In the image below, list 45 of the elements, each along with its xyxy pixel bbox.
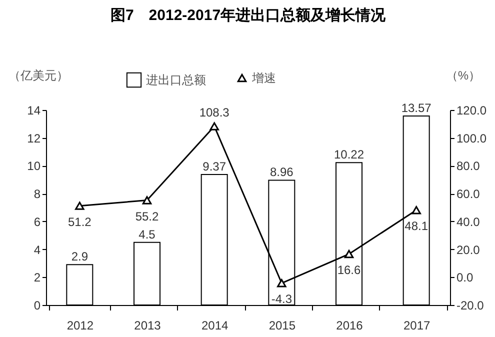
x-tick-label: 2016	[336, 318, 364, 332]
data-label: 4.5	[138, 227, 156, 242]
data-label: -4.3	[271, 292, 292, 306]
y2-tick-label: 120.0	[456, 104, 487, 118]
y-tick-label: 6	[34, 214, 41, 229]
point	[344, 250, 354, 258]
x-tick-label: 2013	[134, 318, 162, 332]
point	[412, 206, 421, 214]
point	[142, 196, 152, 204]
x-tick-label: 2012	[66, 318, 94, 332]
data-label: 9.37	[202, 159, 226, 174]
y2-tick-label: 40.0	[456, 214, 480, 229]
y2-tick-label: 60.0	[456, 187, 480, 202]
y2-axis-title: （%）	[446, 68, 480, 82]
y2-tick-label: 20.0	[456, 242, 480, 257]
legend-label: 进出口总额	[146, 73, 206, 87]
data-label: 13.57	[401, 100, 432, 115]
y-tick-label: 12	[27, 131, 41, 146]
y-tick-label: 4	[34, 242, 41, 257]
legend-label: 增速	[251, 71, 276, 85]
point	[75, 202, 84, 210]
data-label: 10.22	[334, 148, 364, 162]
y-tick-label: 0	[34, 298, 41, 312]
x-tick-label: 2015	[268, 318, 296, 332]
data-label: 16.6	[337, 263, 361, 278]
data-label: 108.3	[199, 105, 230, 120]
y-tick-label: 8	[34, 187, 41, 202]
y2-tick-label: -20.0	[456, 298, 484, 312]
data-label: 2.9	[71, 250, 88, 264]
x-tick-label: 2017	[403, 318, 431, 332]
chart-title: 图7 2012-2017年进出口总额及增长情况	[110, 6, 387, 24]
y-tick-label: 10	[27, 159, 41, 174]
y2-tick-label: 0.0	[456, 270, 474, 285]
y-axis-title: （亿美元）	[8, 68, 68, 82]
data-label: 48.1	[404, 219, 428, 234]
y2-tick-label: 80.0	[456, 159, 480, 174]
data-label: 55.2	[135, 209, 159, 224]
data-label: 8.96	[270, 165, 294, 180]
x-tick-label: 2014	[201, 318, 229, 332]
y-tick-label: 2	[34, 270, 41, 285]
y2-tick-label: 100.0	[456, 131, 487, 146]
point	[210, 122, 219, 130]
point	[277, 279, 286, 288]
y-tick-label: 14	[27, 104, 41, 118]
data-label: 51.2	[68, 214, 92, 229]
